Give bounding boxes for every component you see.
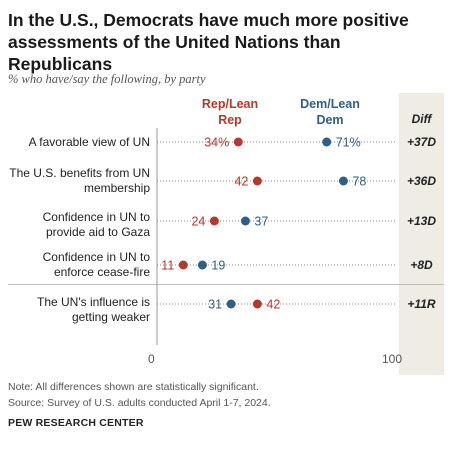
legend-rep: Rep/Lean Rep [201, 97, 259, 127]
chart-title: In the U.S., Democrats have much more po… [8, 10, 409, 74]
rep-dot [252, 176, 262, 186]
dem-dot [338, 176, 348, 186]
row-label: Confidence in UN to enforce cease-fire [42, 250, 150, 279]
dem-dot [226, 299, 236, 309]
rep-value-label: 11 [161, 259, 174, 273]
source-note: Source: Survey of U.S. adults conducted … [8, 397, 271, 409]
dem-value-label: 31 [208, 298, 222, 312]
dem-dot [197, 260, 207, 270]
rep-dot [233, 137, 243, 147]
organization-name: PEW RESEARCH CENTER [8, 417, 144, 429]
footnote: Note: All differences shown are statisti… [8, 381, 259, 393]
rep-dot [252, 299, 262, 309]
row-label: Confidence in UN to provide aid to Gaza [42, 210, 150, 239]
diff-value: +13D [406, 214, 437, 228]
dem-value-label: 78 [352, 175, 366, 189]
dem-value-label: 71% [336, 136, 361, 150]
diff-value: +37D [406, 135, 437, 149]
diff-column-background [399, 93, 444, 375]
section-divider [8, 284, 444, 285]
dem-dot [240, 216, 250, 226]
diff-value: +8D [410, 258, 433, 272]
x-tick-label: 0 [148, 352, 155, 366]
diff-value: +36D [406, 174, 437, 188]
rep-value-label: 24 [191, 215, 205, 229]
dem-dot [322, 137, 332, 147]
row-label: The UN's influence is getting weaker [36, 295, 150, 324]
rep-value-label: 42 [234, 175, 248, 189]
dem-value-label: 19 [211, 259, 225, 273]
chart-subtitle: % who have/say the following, by party [8, 72, 206, 86]
diff-header: Diff [411, 112, 432, 126]
rep-dot [178, 260, 188, 270]
rep-value-label: 42 [266, 298, 280, 312]
dem-value-label: 37 [254, 215, 268, 229]
x-tick-label: 100 [382, 352, 403, 366]
legend-dem: Dem/Lean Dem [300, 97, 360, 127]
rep-dot [209, 216, 219, 226]
row-label: The U.S. benefits from UN membership [9, 166, 150, 195]
diff-value: +11R [407, 297, 436, 311]
row-label: A favorable view of UN [28, 135, 150, 149]
rep-value-label: 34% [204, 136, 229, 150]
